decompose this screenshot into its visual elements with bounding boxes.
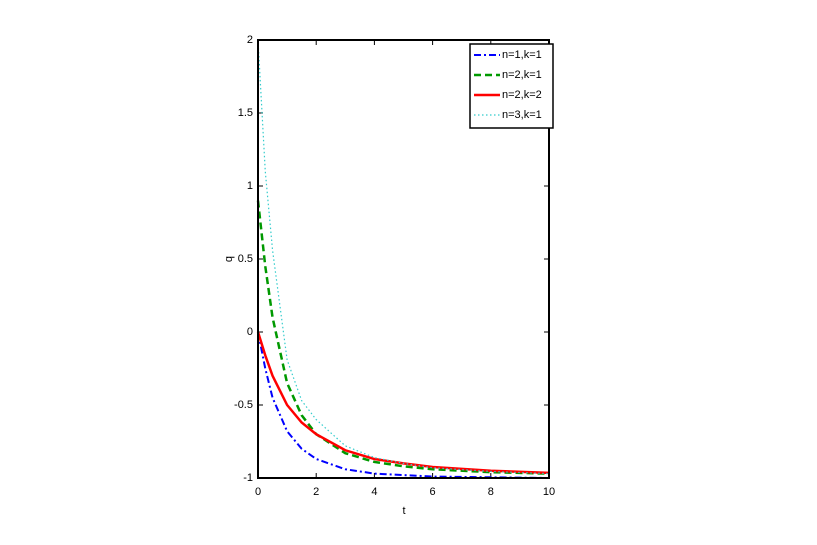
legend-label: n=3,k=1	[502, 109, 542, 121]
y-tick-label: 1.5	[238, 107, 253, 119]
series-line	[256, 331, 550, 475]
series-line	[256, 200, 550, 475]
series-line	[257, 331, 550, 479]
legend-label: n=1,k=1	[502, 49, 542, 61]
y-tick-label: 2	[247, 34, 253, 46]
x-tick-label: 0	[255, 486, 261, 498]
y-tick-label: 0	[247, 326, 253, 338]
y-tick-label: 1	[247, 180, 253, 192]
legend-label: n=2,k=2	[502, 89, 542, 101]
x-tick-label: 10	[543, 486, 555, 498]
x-tick-label: 6	[430, 486, 436, 498]
y-tick-label: -1	[243, 472, 253, 484]
y-tick-label: 0.5	[238, 253, 253, 265]
x-tick-label: 8	[488, 486, 494, 498]
plot-frame	[257, 39, 550, 479]
x-axis-label: t	[402, 505, 405, 517]
y-axis-label: q	[223, 256, 235, 262]
x-tick-label: 2	[313, 486, 319, 498]
legend-box	[469, 43, 554, 129]
series-line	[257, 39, 550, 475]
x-tick-label: 4	[371, 486, 377, 498]
y-tick-label: -0.5	[234, 399, 253, 411]
legend-label: n=2,k=1	[502, 69, 542, 81]
